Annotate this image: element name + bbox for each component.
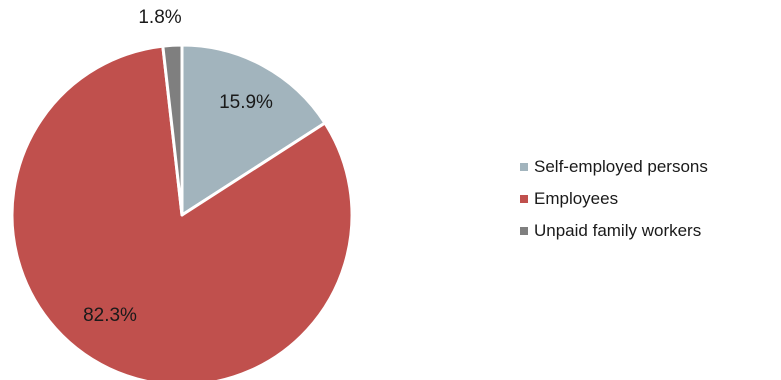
legend-swatch-self-employed-persons [520, 163, 528, 171]
data-labels: 15.9% 82.3% 1.8% [83, 7, 273, 326]
legend: Self-employed persons Employees Unpaid fam… [520, 157, 708, 240]
legend-label-self-employed-persons: Self-employed persons [534, 157, 708, 176]
pie-slices [10, 43, 354, 380]
legend-swatch-unpaid-family-workers [520, 227, 528, 235]
pie-slice-employees [10, 44, 354, 380]
legend-label-unpaid-family-workers: Unpaid family workers [534, 221, 701, 240]
data-label-self-employed-persons: 15.9% [219, 92, 273, 113]
legend-label-employees: Employees [534, 189, 618, 208]
pie-slice-unpaid-family-workers [161, 43, 184, 217]
pie-slice-self-employed-persons [180, 43, 327, 217]
data-label-employees: 82.3% [83, 305, 137, 326]
legend-swatch-employees [520, 195, 528, 203]
data-label-unpaid-family-workers: 1.8% [138, 7, 181, 28]
